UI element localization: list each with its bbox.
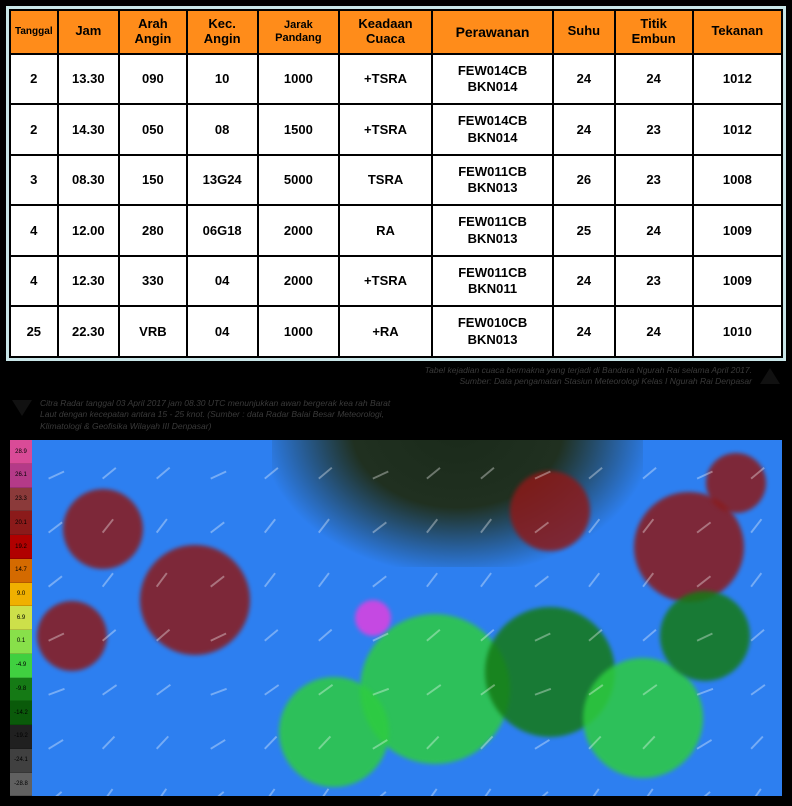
cell-kec: 13G24 <box>187 155 258 206</box>
cell-embun: 23 <box>615 155 693 206</box>
cell-cuaca: +RA <box>339 306 432 357</box>
table-body: 213.30090101000+TSRAFEW014CBBKN014242410… <box>10 54 782 357</box>
cell-tekanan: 1009 <box>693 256 782 307</box>
radar-caption-line3: Klimatologi & Geofisika Wilayah III Denp… <box>40 421 211 431</box>
cell-kec: 04 <box>187 256 258 307</box>
cell-tekanan: 1012 <box>693 104 782 155</box>
cell-embun: 24 <box>615 54 693 105</box>
radar-image: 28.926.123.320.119.214.79.06.90.1-4.9-9.… <box>8 438 784 798</box>
table-row: 214.30050081500+TSRAFEW014CBBKN014242310… <box>10 104 782 155</box>
cell-cuaca: +TSRA <box>339 104 432 155</box>
column-header-tekanan: Tekanan <box>693 10 782 54</box>
cell-embun: 23 <box>615 104 693 155</box>
cell-cuaca: RA <box>339 205 432 256</box>
cell-arah: 150 <box>119 155 187 206</box>
column-header-embun: TitikEmbun <box>615 10 693 54</box>
table-row: 308.3015013G245000TSRAFEW011CBBKN0132623… <box>10 155 782 206</box>
cell-jarak: 1500 <box>258 104 340 155</box>
cell-tekanan: 1010 <box>693 306 782 357</box>
cell-jarak: 2000 <box>258 256 340 307</box>
cell-perawanan: FEW014CBBKN014 <box>432 104 553 155</box>
column-header-perawanan: Perawanan <box>432 10 553 54</box>
cell-jarak: 2000 <box>258 205 340 256</box>
cell-jarak: 5000 <box>258 155 340 206</box>
cell-tanggal: 2 <box>10 104 58 155</box>
cell-arah: 090 <box>119 54 187 105</box>
cell-kec: 04 <box>187 306 258 357</box>
cell-suhu: 24 <box>553 256 614 307</box>
cell-kec: 08 <box>187 104 258 155</box>
cell-suhu: 24 <box>553 54 614 105</box>
cell-jam: 12.00 <box>58 205 119 256</box>
radar-caption: Citra Radar tanggal 03 April 2017 jam 08… <box>6 398 786 438</box>
cell-suhu: 25 <box>553 205 614 256</box>
cell-perawanan: FEW011CBBKN013 <box>432 155 553 206</box>
cell-arah: 330 <box>119 256 187 307</box>
cell-jam: 14.30 <box>58 104 119 155</box>
cell-cuaca: TSRA <box>339 155 432 206</box>
column-header-jarak: JarakPandang <box>258 10 340 54</box>
cell-arah: 280 <box>119 205 187 256</box>
table-row: 213.30090101000+TSRAFEW014CBBKN014242410… <box>10 54 782 105</box>
table-row: 2522.30VRB041000+RAFEW010CBBKN0132424101… <box>10 306 782 357</box>
column-header-kec: Kec.Angin <box>187 10 258 54</box>
table-caption-text: Tabel kejadian cuaca bermakna yang terja… <box>425 365 752 388</box>
wind-arrows <box>10 440 782 798</box>
column-header-jam: Jam <box>58 10 119 54</box>
table-caption: Tabel kejadian cuaca bermakna yang terja… <box>6 361 786 398</box>
weather-events-table-container: TanggalJamArahAnginKec.AnginJarakPandang… <box>6 6 786 361</box>
cell-kec: 06G18 <box>187 205 258 256</box>
cell-perawanan: FEW011CBBKN013 <box>432 205 553 256</box>
table-caption-line1: Tabel kejadian cuaca bermakna yang terja… <box>425 365 752 375</box>
radar-caption-line1: Citra Radar tanggal 03 April 2017 jam 08… <box>40 398 390 408</box>
table-row: 412.30330042000+TSRAFEW011CBBKN011242310… <box>10 256 782 307</box>
cell-jam: 08.30 <box>58 155 119 206</box>
table-caption-line2: Sumber: Data pengamatan Stasiun Meteorol… <box>460 376 752 386</box>
column-header-tanggal: Tanggal <box>10 10 58 54</box>
cell-arah: 050 <box>119 104 187 155</box>
cell-tanggal: 4 <box>10 256 58 307</box>
cell-suhu: 24 <box>553 104 614 155</box>
triangle-up-icon <box>760 368 780 384</box>
table-row: 412.0028006G182000RAFEW011CBBKN013252410… <box>10 205 782 256</box>
radar-caption-text: Citra Radar tanggal 03 April 2017 jam 08… <box>40 398 390 432</box>
weather-events-table: TanggalJamArahAnginKec.AnginJarakPandang… <box>9 9 783 358</box>
cell-perawanan: FEW014CBBKN014 <box>432 54 553 105</box>
cell-jam: 22.30 <box>58 306 119 357</box>
cell-kec: 10 <box>187 54 258 105</box>
cell-suhu: 24 <box>553 306 614 357</box>
radar-caption-line2: Laut dengan kecepatan antara 15 - 25 kno… <box>40 409 384 419</box>
cell-tekanan: 1012 <box>693 54 782 105</box>
cell-tanggal: 25 <box>10 306 58 357</box>
cell-arah: VRB <box>119 306 187 357</box>
cell-tekanan: 1009 <box>693 205 782 256</box>
cell-jam: 13.30 <box>58 54 119 105</box>
cell-jarak: 1000 <box>258 54 340 105</box>
cell-embun: 24 <box>615 306 693 357</box>
column-header-suhu: Suhu <box>553 10 614 54</box>
cell-tanggal: 4 <box>10 205 58 256</box>
column-header-arah: ArahAngin <box>119 10 187 54</box>
table-header-row: TanggalJamArahAnginKec.AnginJarakPandang… <box>10 10 782 54</box>
cell-tanggal: 3 <box>10 155 58 206</box>
triangle-down-icon <box>12 400 32 416</box>
cell-tekanan: 1008 <box>693 155 782 206</box>
column-header-cuaca: KeadaanCuaca <box>339 10 432 54</box>
cell-perawanan: FEW011CBBKN011 <box>432 256 553 307</box>
cell-perawanan: FEW010CBBKN013 <box>432 306 553 357</box>
cell-cuaca: +TSRA <box>339 54 432 105</box>
cell-jarak: 1000 <box>258 306 340 357</box>
cell-embun: 24 <box>615 205 693 256</box>
cell-suhu: 26 <box>553 155 614 206</box>
cell-tanggal: 2 <box>10 54 58 105</box>
cell-embun: 23 <box>615 256 693 307</box>
cell-jam: 12.30 <box>58 256 119 307</box>
cell-cuaca: +TSRA <box>339 256 432 307</box>
